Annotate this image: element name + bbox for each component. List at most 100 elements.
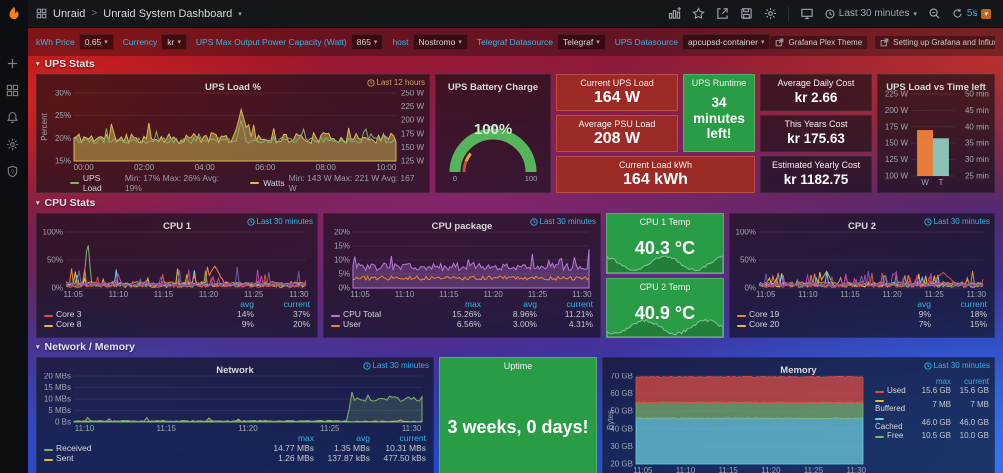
series-color-swatch[interactable]: [875, 391, 884, 393]
variable-value-dropdown[interactable]: kr ▾: [161, 34, 187, 50]
panel-title[interactable]: CPU 1: [163, 221, 191, 232]
panel-title[interactable]: UPS Load vs Time left: [886, 82, 986, 93]
series-name[interactable]: Core 8: [56, 319, 82, 329]
create-plus-icon[interactable]: [6, 56, 22, 70]
series-color-swatch[interactable]: [44, 325, 53, 327]
cycle-view-monitor-icon[interactable]: [796, 4, 818, 23]
dashboards-grid-icon[interactable]: [6, 83, 22, 97]
battery-gauge[interactable]: 0 100 50: [439, 90, 547, 186]
series-name[interactable]: Buffered: [875, 404, 906, 413]
series-name[interactable]: Core 3: [56, 309, 82, 319]
panel-title[interactable]: Current UPS Load: [580, 78, 654, 88]
panel-title[interactable]: Network: [216, 365, 254, 376]
memory-chart[interactable]: 70 GB 60 GB 50 GB 40 GB 30 GB 20 GB 11:05 11:10…: [606, 373, 871, 473]
cpu-package-chart[interactable]: 20% 15% 10% 5% 0% 11:05 11:10 11:15 11:20 11:25 11…: [327, 229, 597, 299]
panel-title[interactable]: Estimated Yearly Cost: [771, 160, 861, 170]
panel-title[interactable]: Average Daily Cost: [777, 78, 855, 88]
network-chart[interactable]: 20 MBs 15 MBs 10 MBs 5 MBs 0 Bs 11:10 11:15 11:…: [40, 373, 430, 433]
panel-time-range[interactable]: Last 30 minutes: [362, 361, 429, 370]
series-name[interactable]: Received: [56, 443, 92, 453]
dashboard-settings-gear-icon[interactable]: [760, 4, 781, 23]
variable-value-dropdown[interactable]: apcupsd-container ▾: [682, 34, 771, 50]
series-name[interactable]: Cached: [875, 422, 903, 431]
cpu-2-chart[interactable]: 100% 50% 0% 11:05 11:10 11:15 11:20 11:25 11:30: [733, 229, 991, 299]
legend-column-header[interactable]: avg: [240, 299, 254, 309]
add-panel-button[interactable]: [664, 4, 685, 23]
alerting-bell-icon[interactable]: [6, 110, 22, 124]
panel-title[interactable]: This Years Cost: [784, 119, 848, 129]
legend-item[interactable]: UPS Load Min: 17% Max: 26% Avg: 19%: [70, 173, 236, 193]
configuration-gear-icon[interactable]: [6, 137, 22, 151]
breadcrumb-dashboard-title[interactable]: Unraid System Dashboard: [103, 7, 233, 20]
series-name[interactable]: Watts: [263, 178, 285, 188]
legend-column-header[interactable]: avg: [356, 433, 370, 443]
legend-column-header[interactable]: current: [283, 299, 310, 309]
variable-value-dropdown[interactable]: Nostromo ▾: [412, 34, 468, 50]
series-name[interactable]: CPU Total: [343, 309, 382, 319]
series-color-swatch[interactable]: [331, 325, 340, 327]
star-button[interactable]: [688, 4, 709, 23]
legend-column-header[interactable]: max: [464, 299, 481, 309]
legend-item[interactable]: Watts Min: 143 W Max: 221 W Avg: 167 W: [250, 173, 422, 192]
panel-title[interactable]: Average PSU Load: [578, 119, 656, 129]
series-name[interactable]: Sent: [56, 453, 74, 463]
panel-title[interactable]: Uptime: [503, 361, 533, 371]
legend-column-header[interactable]: max: [297, 433, 314, 443]
series-name[interactable]: Core 20: [749, 319, 780, 329]
breadcrumb-folder[interactable]: Unraid: [53, 7, 86, 20]
variable-value-dropdown[interactable]: 0.65 ▾: [78, 34, 114, 50]
row-header-ups-stats[interactable]: ▾ UPS Stats: [36, 57, 995, 71]
dashboard-link[interactable]: Setting up Grafana and InfluxDB for UPS …: [875, 35, 995, 49]
series-name[interactable]: Free: [887, 431, 904, 440]
legend-column-header[interactable]: current: [964, 377, 989, 386]
series-color-swatch[interactable]: [875, 436, 884, 438]
legend-column-header[interactable]: max: [935, 377, 951, 386]
row-header-cpu-stats[interactable]: ▾ CPU Stats: [36, 196, 995, 210]
legend-column-header[interactable]: current: [566, 299, 593, 309]
panel-title[interactable]: Memory: [780, 365, 817, 376]
series-color-swatch[interactable]: [44, 315, 53, 317]
series-color-swatch[interactable]: [331, 315, 340, 317]
panel-title[interactable]: CPU 1 Temp: [639, 217, 691, 227]
panel-title[interactable]: UPS Load %: [205, 82, 261, 93]
share-button[interactable]: [712, 4, 733, 23]
zoom-out-button[interactable]: [924, 4, 945, 23]
panel-time-range[interactable]: Last 30 minutes: [923, 217, 990, 226]
refresh-button[interactable]: 5s ▾: [948, 5, 995, 22]
panel-time-override[interactable]: Last 12 hours: [366, 78, 425, 87]
variable-value-dropdown[interactable]: 865 ▾: [350, 34, 384, 50]
legend-column-header[interactable]: current: [960, 299, 987, 309]
series-name[interactable]: Used: [887, 386, 906, 395]
panel-title[interactable]: Current Load kWh: [618, 160, 693, 170]
cpu-1-chart[interactable]: 100% 50% 0% 11:05 11:10 11:15 11:20 11:25 11:30: [40, 229, 314, 299]
panel-time-range[interactable]: Last 30 minutes: [529, 217, 596, 226]
time-picker-button[interactable]: Last 30 minutes ▾: [821, 5, 921, 22]
panel-title[interactable]: CPU 2 Temp: [639, 281, 691, 292]
series-name[interactable]: UPS Load: [82, 173, 102, 193]
panel-time-range[interactable]: Last 30 minutes: [246, 217, 313, 226]
row-header-network-memory[interactable]: ▾ Network / Memory: [36, 340, 995, 354]
series-name[interactable]: User: [343, 319, 361, 329]
series-color-swatch[interactable]: [737, 325, 746, 327]
save-button[interactable]: [736, 4, 757, 23]
series-color-swatch[interactable]: [737, 315, 746, 317]
panel-title[interactable]: CPU package: [431, 221, 493, 232]
refresh-interval-caret[interactable]: ▾: [981, 8, 991, 19]
legend-column-header[interactable]: avg: [917, 299, 931, 309]
panel-title[interactable]: UPS Battery Charge: [447, 82, 539, 93]
series-color-swatch[interactable]: [875, 400, 884, 402]
panel-title[interactable]: UPS Runtime: [691, 78, 747, 88]
dashboard-link[interactable]: Grafana Plex Theme: [770, 35, 868, 49]
ups-load-chart[interactable]: 30% 25% 20% 15% 250 W 225 W 200 W 175 W 150 W 125…: [40, 90, 426, 172]
panel-time-range[interactable]: Last 30 minutes: [923, 361, 990, 370]
series-color-swatch[interactable]: [875, 418, 884, 420]
series-color-swatch[interactable]: [44, 459, 53, 461]
variable-value-dropdown[interactable]: Telegraf ▾: [556, 34, 606, 50]
legend-column-header[interactable]: avg: [523, 299, 537, 309]
ups-load-vs-time-chart[interactable]: 225 W 200 W 175 W 150 W 125 W 100 W 50 min 45 m…: [881, 90, 991, 187]
series-color-swatch[interactable]: [44, 449, 53, 451]
grafana-logo-icon[interactable]: [0, 0, 28, 28]
dashboard-dropdown-caret[interactable]: ▾: [238, 10, 242, 18]
help-shield-icon[interactable]: ?: [6, 164, 22, 178]
series-name[interactable]: Core 19: [749, 309, 780, 319]
